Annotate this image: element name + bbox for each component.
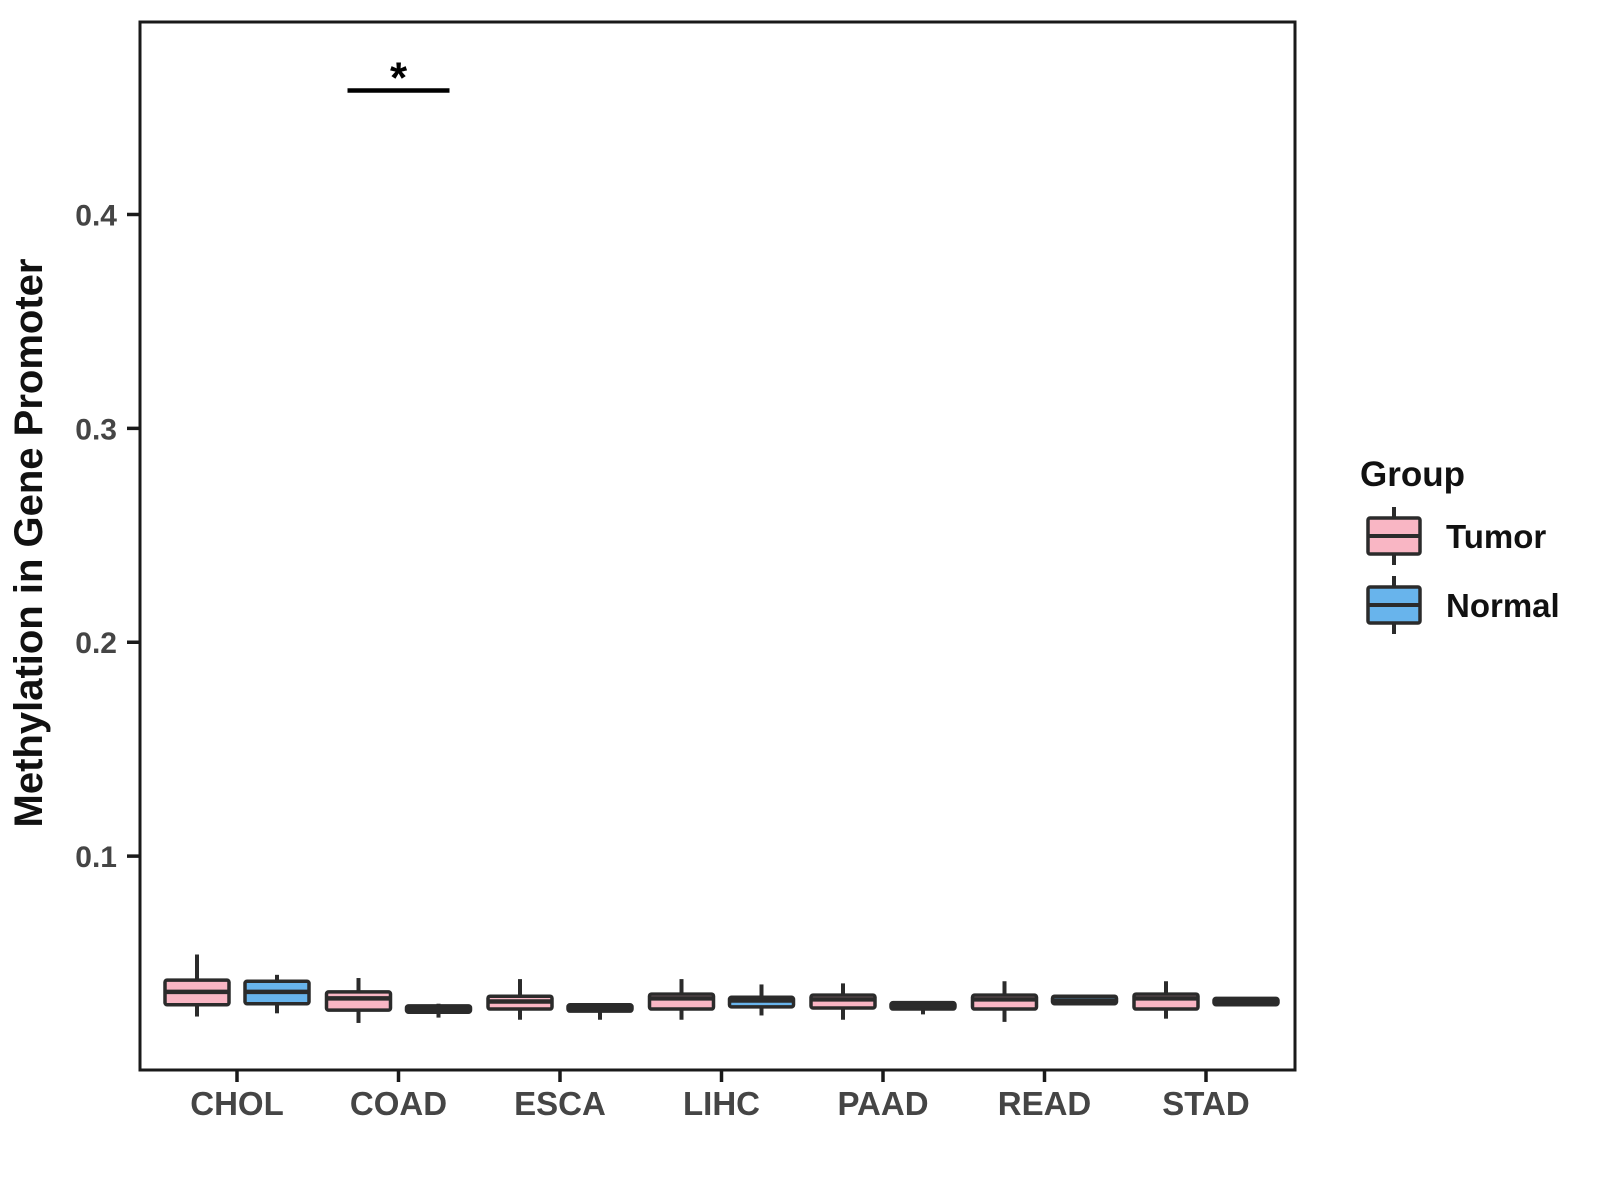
x-tick-label-coad: COAD	[350, 1085, 447, 1122]
x-tick-label-read: READ	[998, 1085, 1092, 1122]
box-coad-tumor	[324, 990, 393, 1012]
y-tick-label: 0.1	[75, 841, 117, 874]
legend-label-normal: Normal	[1446, 587, 1560, 624]
plot-panel	[138, 20, 1297, 1072]
x-tick-label-esca: ESCA	[514, 1085, 606, 1122]
x-tick-label-stad: STAD	[1162, 1085, 1249, 1122]
y-tick-label: 0.3	[75, 413, 117, 446]
legend-label-tumor: Tumor	[1446, 518, 1546, 555]
significance-star: *	[390, 53, 408, 102]
x-tick-label-chol: CHOL	[190, 1085, 284, 1122]
x-tick-label-paad: PAAD	[837, 1085, 928, 1122]
y-tick-label: 0.2	[75, 627, 117, 660]
y-axis-title: Methylation in Gene Promoter	[7, 259, 51, 828]
y-tick-label: 0.4	[75, 199, 117, 232]
legend-title: Group	[1360, 455, 1465, 494]
x-tick-label-lihc: LIHC	[683, 1085, 760, 1122]
